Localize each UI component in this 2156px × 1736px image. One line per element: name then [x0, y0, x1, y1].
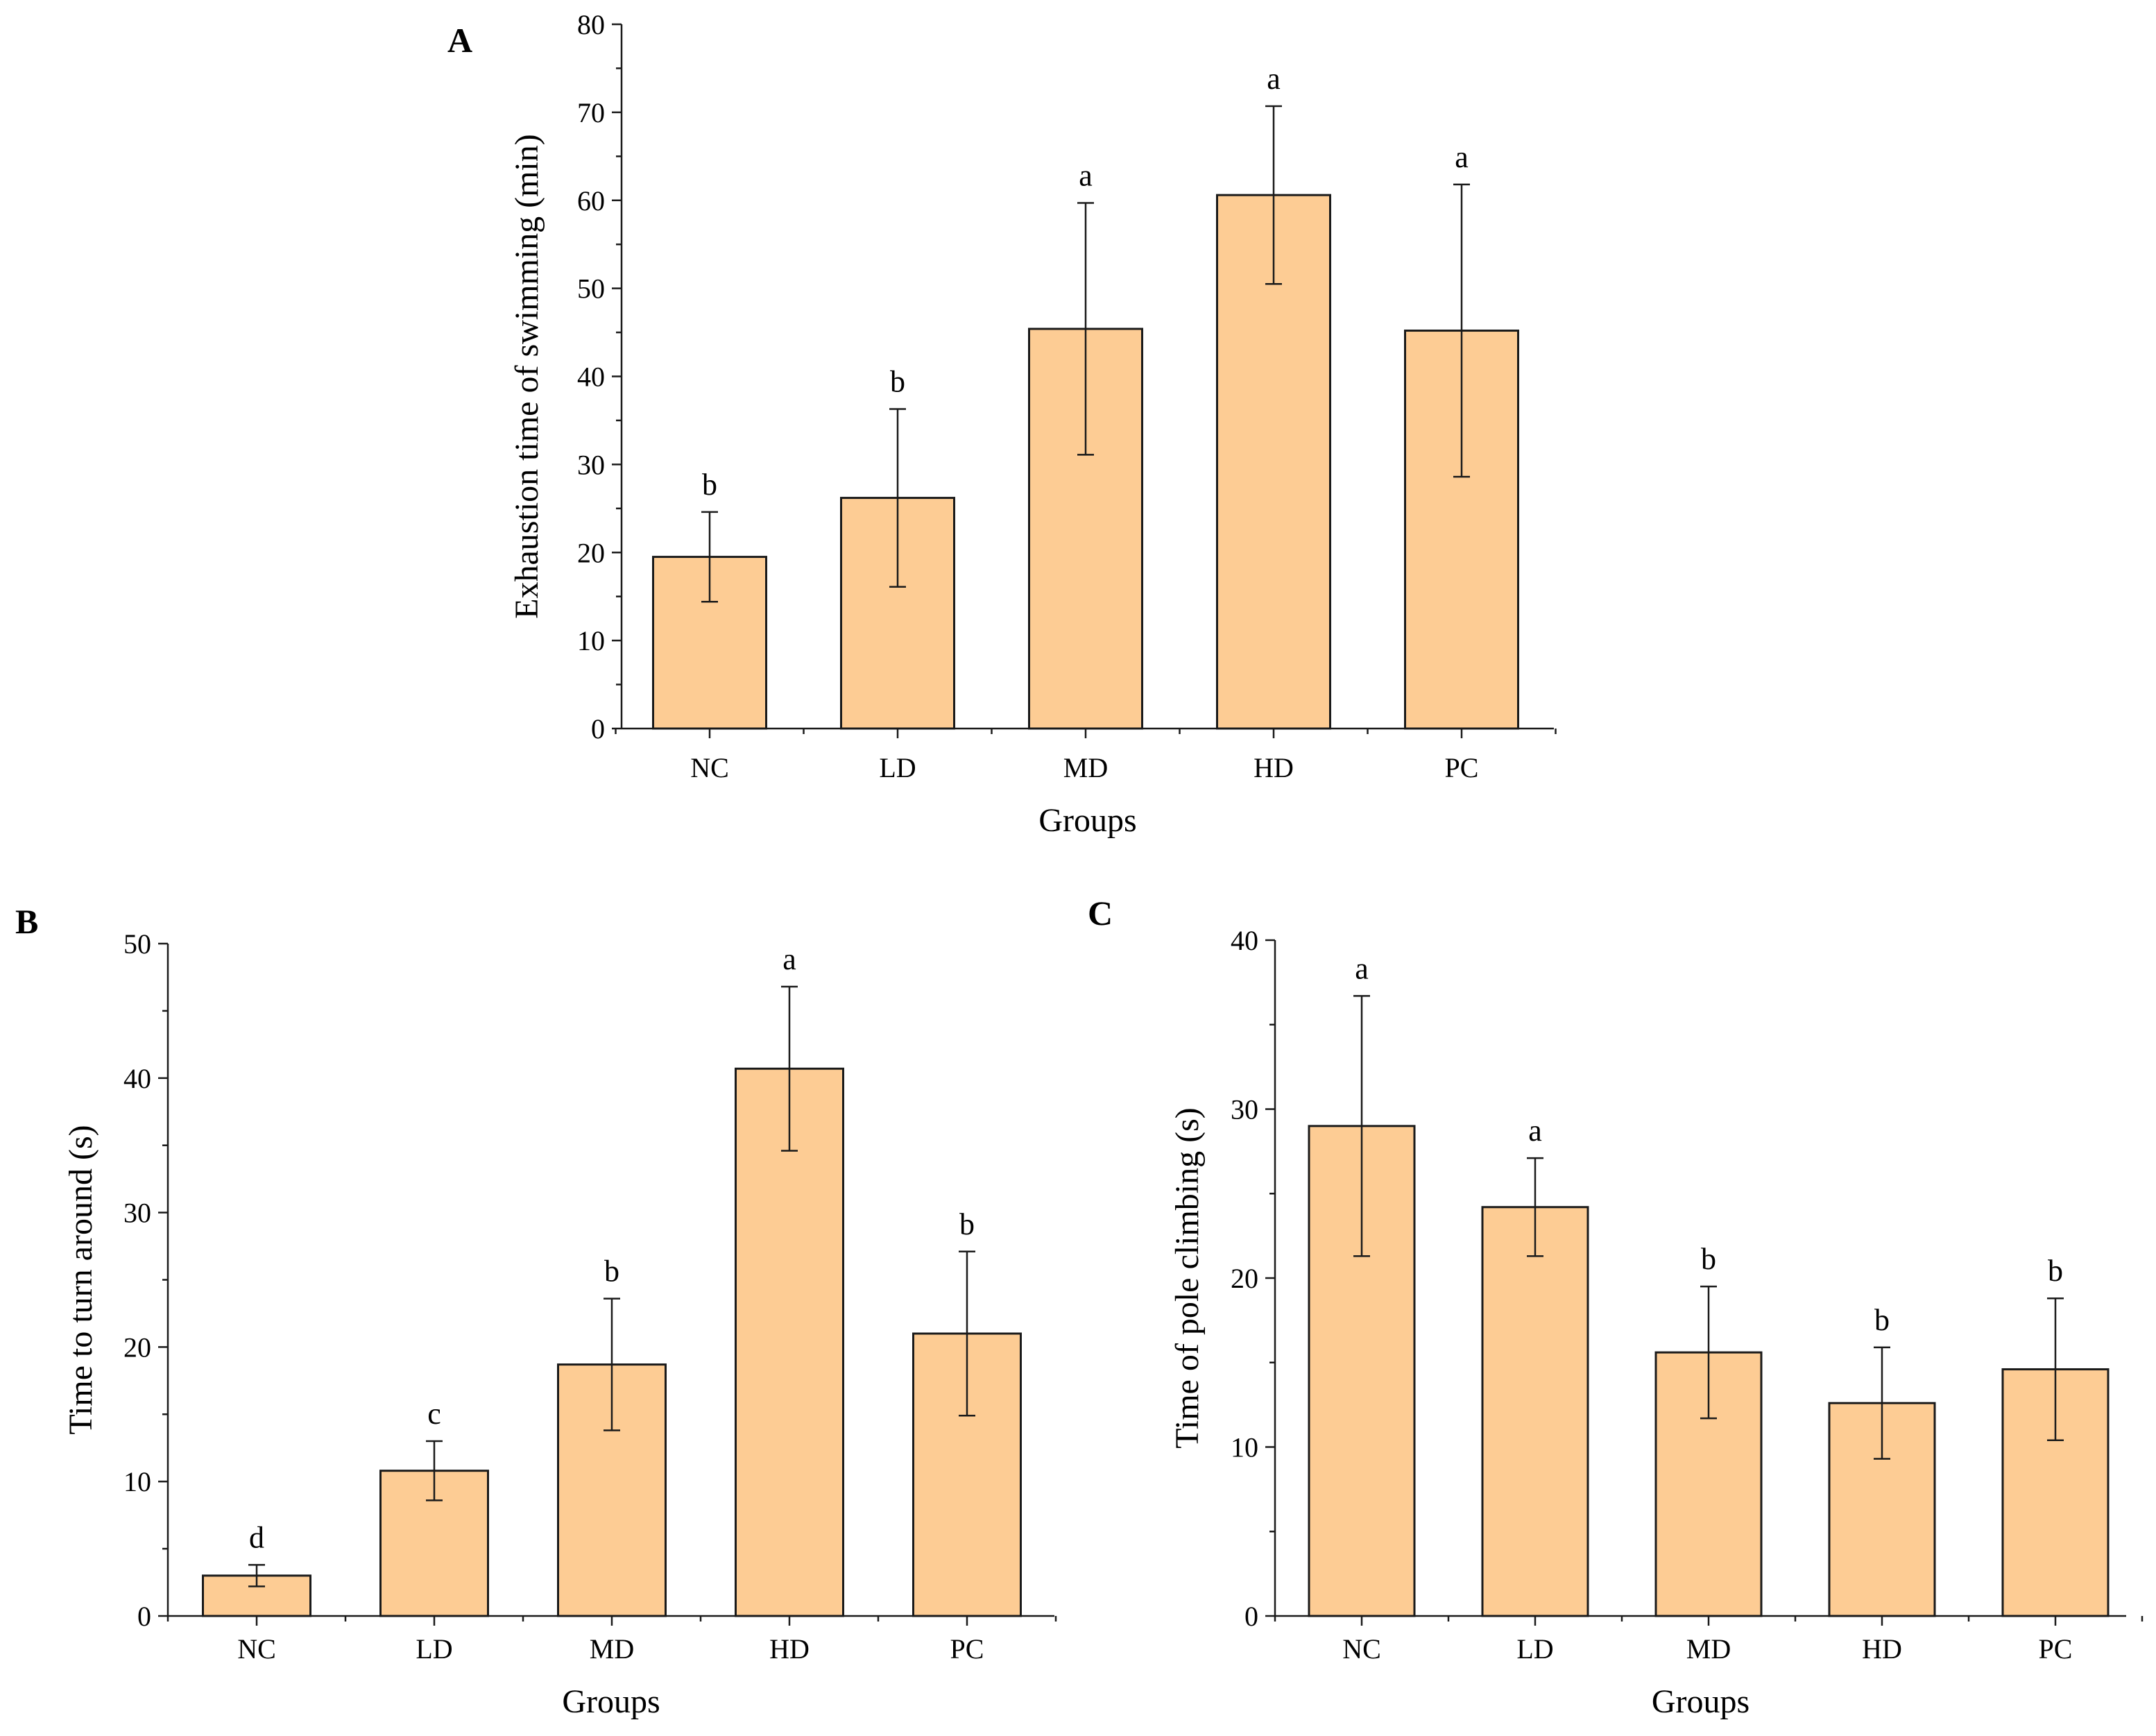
panel-a-significance-label: a [1267, 62, 1281, 96]
panel-c-significance-label: b [1701, 1242, 1716, 1276]
panel-b-x-tick-label-hd: HD [769, 1633, 810, 1665]
panel-c: C a a b b b 0 10 20 30 40 NC LD MD HD PC Groups Time of … [1088, 894, 2144, 1720]
panel-b-y-axis-title: Time to turn around (s) [62, 1125, 99, 1434]
panel-b-y-tick-label: 20 [123, 1331, 151, 1363]
panel-a-label: A [447, 21, 472, 60]
panel-c-y-tick-label: 20 [1231, 1263, 1258, 1294]
panel-b-significance-label: d [249, 1520, 264, 1554]
panel-c-significance-label: a [1355, 951, 1369, 985]
panel-b: B d c b a b 0 10 20 30 40 50 NC LD MD HD PC Groups Time t… [15, 902, 1057, 1720]
panel-b-significance-label: b [959, 1207, 975, 1241]
panel-a-significance-label: b [702, 468, 717, 502]
panel-c-y-tick-label: 0 [1244, 1601, 1258, 1632]
panel-c-y-axis-title: Time of pole climbing (s) [1169, 1107, 1206, 1449]
panel-a: A b b a a a 0 10 20 30 40 50 60 70 80 NC LD MD HD PC Groups… [447, 9, 1557, 839]
panel-b-x-axis-title: Groups [562, 1683, 660, 1720]
panel-b-y-tick-label: 10 [123, 1466, 151, 1497]
panel-b-significance-label: b [604, 1254, 619, 1288]
panel-c-significance-label: a [1528, 1114, 1542, 1148]
panel-b-label: B [15, 902, 38, 941]
panel-a-x-tick-label-md: MD [1063, 752, 1108, 783]
panel-b-y-tick-label: 30 [123, 1198, 151, 1229]
panel-a-y-tick-label: 50 [577, 273, 605, 305]
panel-c-bar-ld [1481, 1206, 1589, 1617]
panel-c-x-axis-title: Groups [1652, 1683, 1749, 1720]
panel-a-y-tick-label: 0 [591, 713, 605, 744]
panel-c-x-tick-label-ld: LD [1516, 1633, 1553, 1665]
panel-a-y-tick-label: 80 [577, 9, 605, 40]
panel-b-y-tick-label: 0 [137, 1601, 151, 1632]
panel-b-significance-label: c [427, 1397, 441, 1431]
panel-a-x-tick-label-pc: PC [1445, 752, 1479, 783]
panel-a-significance-label: a [1079, 159, 1093, 193]
panel-c-significance-label: b [1874, 1303, 1890, 1337]
panel-c-x-tick-label-pc: PC [2039, 1633, 2073, 1665]
panel-a-y-tick-label: 20 [577, 537, 605, 568]
panel-b-x-tick-label-md: MD [590, 1633, 634, 1665]
panel-a-x-tick-label-nc: NC [690, 752, 729, 783]
panel-a-y-tick-label: 10 [577, 625, 605, 656]
panel-c-x-tick-label-nc: NC [1342, 1633, 1381, 1665]
panel-a-significance-label: b [890, 364, 905, 398]
panel-b-y-tick-label: 50 [123, 928, 151, 960]
panel-b-significance-label: a [782, 942, 796, 976]
panel-a-x-axis-title: Groups [1038, 802, 1136, 839]
panel-c-label: C [1088, 894, 1113, 933]
panel-c-y-tick-label: 10 [1231, 1432, 1258, 1463]
panel-c-significance-label: b [2048, 1254, 2063, 1288]
panel-b-y-tick-label: 40 [123, 1063, 151, 1094]
panel-c-y-tick-label: 30 [1231, 1094, 1258, 1125]
panel-b-x-tick-label-ld: LD [416, 1633, 452, 1665]
panel-a-y-tick-label: 60 [577, 185, 605, 216]
panel-a-x-tick-label-ld: LD [879, 752, 916, 783]
panel-b-x-tick-label-nc: NC [237, 1633, 276, 1665]
panel-c-y-tick-label: 40 [1231, 925, 1258, 956]
panel-a-y-tick-label: 70 [577, 97, 605, 128]
panel-a-y-tick-label: 40 [577, 361, 605, 393]
panel-b-x-tick-label-pc: PC [950, 1633, 984, 1665]
panel-a-significance-label: a [1455, 140, 1469, 174]
panel-a-y-axis-title: Exhaustion time of swimming (min) [508, 134, 545, 619]
panel-a-y-tick-label: 30 [577, 449, 605, 480]
panel-c-x-tick-label-hd: HD [1862, 1633, 1902, 1665]
panel-a-x-tick-label-hd: HD [1254, 752, 1294, 783]
panel-c-x-tick-label-md: MD [1686, 1633, 1731, 1665]
panel-b-bar-hd [735, 1067, 844, 1617]
